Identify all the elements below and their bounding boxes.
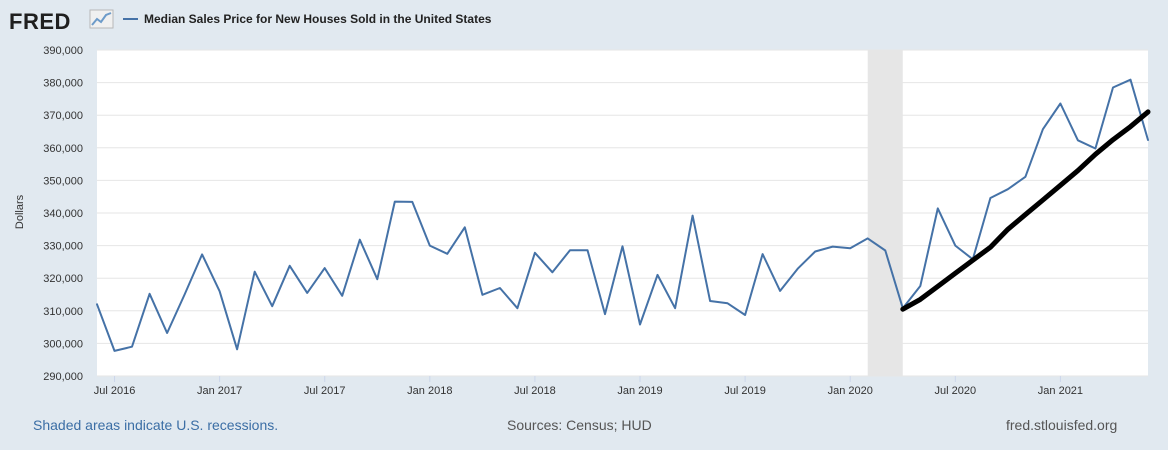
y-tick-label: 360,000 [43,143,83,155]
recession-note-link[interactable]: Shaded areas indicate U.S. recessions. [33,417,279,433]
fred-logo[interactable]: FRED [9,9,71,34]
y-tick-label: 390,000 [43,45,83,57]
sources-text: Sources: Census; HUD [507,417,652,433]
y-tick-label: 300,000 [43,338,83,350]
y-tick-label: 350,000 [43,175,83,187]
site-url: fred.stlouisfed.org [1006,417,1118,433]
x-tick-label: Jan 2018 [407,385,452,397]
y-tick-label: 310,000 [43,306,83,318]
x-tick-label: Jan 2019 [617,385,662,397]
legend-label: Median Sales Price for New Houses Sold i… [144,12,492,26]
y-tick-label: 340,000 [43,208,83,220]
y-tick-label: 290,000 [43,371,83,383]
x-tick-label: Jul 2016 [94,385,136,397]
y-tick-label: 380,000 [43,78,83,90]
x-tick-label: Jan 2020 [828,385,873,397]
x-tick-label: Jul 2018 [514,385,556,397]
y-tick-label: 330,000 [43,241,83,253]
x-tick-label: Jan 2017 [197,385,242,397]
y-tick-label: 370,000 [43,110,83,122]
x-tick-label: Jul 2020 [935,385,977,397]
trend-line [900,109,1151,312]
x-tick-label: Jul 2017 [304,385,346,397]
fred-logo-graph-icon [89,9,114,29]
x-tick-label: Jan 2021 [1038,385,1083,397]
y-tick-label: 320,000 [43,273,83,285]
y-axis-label: Dollars [14,194,26,229]
x-tick-label: Jul 2019 [724,385,766,397]
